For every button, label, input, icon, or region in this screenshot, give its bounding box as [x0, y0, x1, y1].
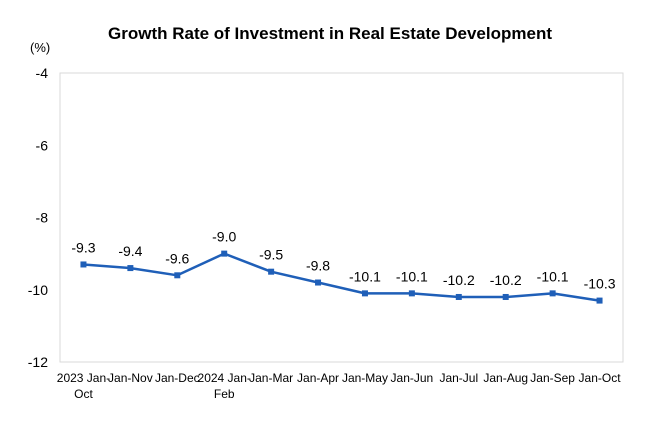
data-label: -10.3	[584, 276, 616, 292]
plot-area-border	[59, 72, 624, 363]
data-label: -9.6	[165, 250, 189, 266]
y-tick-label: -8	[36, 210, 49, 226]
data-label: -10.2	[443, 272, 475, 288]
series-line	[83, 252, 600, 302]
chart-title: Growth Rate of Investment in Real Estate…	[108, 24, 552, 43]
x-tick-label: Jan-Sep	[530, 371, 575, 385]
data-point-marker	[268, 268, 275, 275]
y-tick-label: -10	[28, 282, 48, 298]
x-tick-label: Jan-Oct	[579, 371, 622, 385]
data-label: -9.8	[306, 258, 330, 274]
x-tick-label: Jan-Apr	[297, 371, 339, 385]
data-point-marker	[408, 290, 415, 297]
data-label: -10.2	[490, 272, 522, 288]
data-point-marker	[502, 293, 509, 300]
data-point-marker	[315, 279, 322, 286]
x-tick-label: Jan-May	[342, 371, 388, 385]
data-point-marker	[127, 265, 134, 272]
data-point-marker	[221, 250, 228, 257]
x-tick-label: Jan-Aug	[483, 371, 528, 385]
data-point-marker	[455, 293, 462, 300]
x-tick-label: Jan-Nov	[108, 371, 153, 385]
data-point-marker	[596, 297, 603, 304]
data-point-marker	[174, 272, 181, 279]
x-tick-label: Jan-Jun	[391, 371, 434, 385]
x-tick-label: 2024 Jan-	[198, 371, 251, 385]
y-axis-unit: (%)	[30, 40, 51, 55]
data-label: -10.1	[537, 268, 569, 284]
data-point-marker	[549, 290, 556, 297]
data-label: -9.0	[212, 229, 236, 245]
data-label: -10.1	[349, 268, 381, 284]
data-label: -9.3	[71, 239, 95, 255]
x-tick-label: Jan-Dec	[155, 371, 200, 385]
y-tick-label: -6	[36, 137, 49, 153]
x-tick-label: Jan-Mar	[249, 371, 293, 385]
data-label: -9.5	[259, 247, 283, 263]
x-tick-label: 2023 Jan-	[57, 371, 110, 385]
data-point-marker	[361, 290, 368, 297]
x-tick-label: Feb	[214, 387, 235, 401]
x-tick-label: Jan-Jul	[439, 371, 478, 385]
x-tick-label: Oct	[74, 387, 93, 401]
y-tick-label: -4	[36, 65, 49, 81]
data-label: -9.4	[118, 243, 142, 259]
y-tick-label: -12	[28, 354, 48, 370]
data-label: -10.1	[396, 268, 428, 284]
data-point-marker	[80, 261, 87, 268]
